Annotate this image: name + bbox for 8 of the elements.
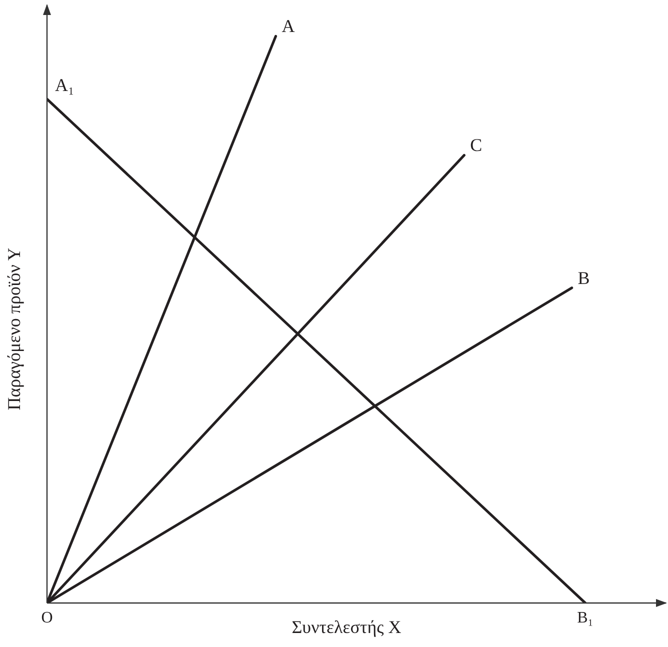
x-tick-label: O	[41, 609, 53, 626]
series-label: A	[282, 16, 295, 36]
x-axis-title: Συντελεστής Χ	[292, 617, 402, 637]
series-label: B	[578, 268, 590, 288]
y-axis-title: Παραγόμενο προϊόν Υ	[4, 248, 24, 410]
series-label: C	[470, 135, 482, 156]
x-tick-label: B₁	[577, 609, 594, 626]
annotation: A₁	[55, 75, 74, 96]
